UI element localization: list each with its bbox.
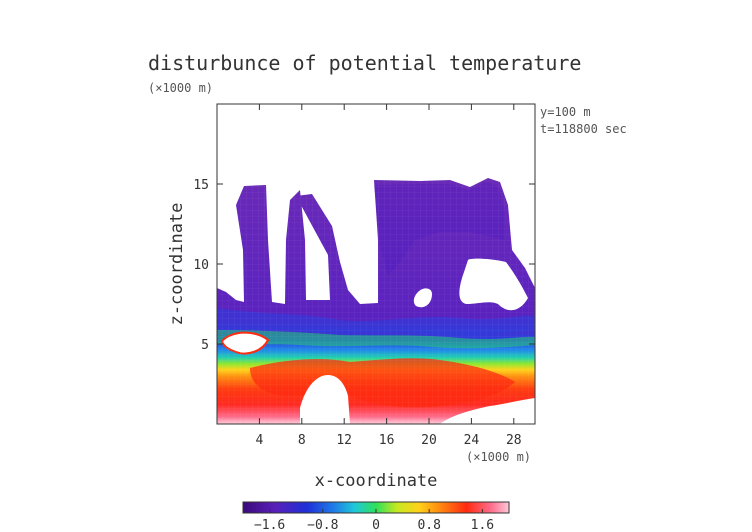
y-tick-label: 10: [193, 258, 209, 273]
colorbar-tick-label: −1.6: [254, 518, 285, 532]
colorbar-tick-label: 0.8: [417, 518, 440, 532]
x-axis-label: x-coordinate: [315, 471, 438, 491]
x-tick-label: 24: [464, 433, 480, 448]
y-axis-label: z-coordinate: [167, 203, 187, 326]
y-tick-label: 5: [201, 338, 209, 353]
annotation-t: t=118800 sec: [540, 122, 627, 136]
field-grid-texture: [217, 104, 535, 424]
colorbar-tick-label: 1.6: [471, 518, 494, 532]
x-tick-label: 4: [255, 433, 263, 448]
x-tick-label: 12: [336, 433, 352, 448]
x-tick-label: 20: [421, 433, 437, 448]
annotation-y: y=100 m: [540, 105, 591, 119]
colorbar-tick-label: −0.8: [307, 518, 338, 532]
x-tick-label: 28: [506, 433, 522, 448]
y-axis: 5 10 15: [193, 178, 535, 353]
chart-title: disturbunce of potential temperature: [148, 51, 581, 75]
x-tick-label: 16: [379, 433, 395, 448]
contour-field: [217, 104, 535, 424]
x-axis: 4 8 12 16 20 24 28: [255, 104, 522, 448]
colorbar-tick-label: 0: [372, 518, 380, 532]
colorbar-ticks: −1.6 −0.8 0 0.8 1.6: [254, 509, 494, 532]
x-tick-label: 8: [298, 433, 306, 448]
x-unit-label: (×1000 m): [466, 450, 531, 464]
z-unit-label: (×1000 m): [148, 81, 213, 95]
y-tick-label: 15: [193, 178, 209, 193]
